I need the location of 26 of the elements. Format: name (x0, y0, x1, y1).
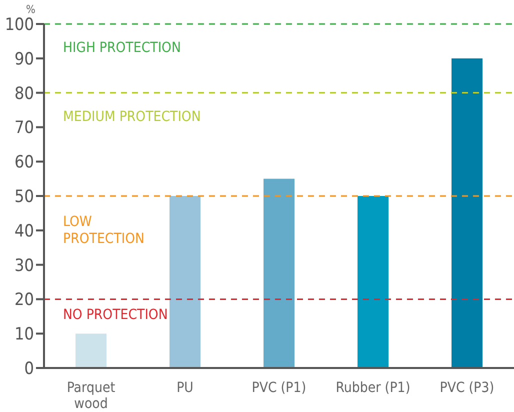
y-tick-label: 40 (14, 221, 34, 242)
y-axis-title: % (26, 3, 36, 16)
bar (358, 196, 389, 368)
ref-line-label: LOW PROTECTION (63, 214, 144, 247)
y-tick-label: 100 (4, 15, 34, 36)
bar (170, 196, 201, 368)
x-tick-label: PVC (P1) (252, 380, 306, 396)
y-tick-label: 20 (14, 290, 34, 310)
x-tick-label: PU (176, 380, 194, 396)
bar (76, 334, 107, 368)
y-tick-label: 30 (14, 256, 34, 276)
y-tick-label: 90 (14, 49, 34, 70)
y-tick-label: 70 (14, 118, 34, 138)
y-tick-label: 50 (14, 187, 34, 208)
ref-line-label: MEDIUM PROTECTION (63, 108, 201, 125)
ref-line-label: HIGH PROTECTION (63, 40, 181, 56)
x-tick-label: Rubber (P1) (336, 380, 410, 396)
ref-line-label: NO PROTECTION (63, 307, 168, 324)
y-tick-label: 80 (14, 84, 34, 104)
y-tick-label: 0 (24, 359, 34, 380)
bar (452, 58, 483, 368)
bar (264, 178, 295, 368)
x-tick-label: PVC (P3) (440, 380, 494, 396)
y-tick-label: 60 (14, 152, 34, 173)
y-tick-label: 10 (14, 324, 34, 345)
x-tick-label: Parquet wood (66, 380, 116, 412)
